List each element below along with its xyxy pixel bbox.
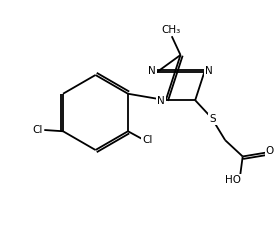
Text: CH₃: CH₃	[161, 25, 180, 35]
Text: Cl: Cl	[142, 135, 152, 145]
Text: O: O	[266, 146, 274, 156]
Text: N: N	[148, 66, 156, 76]
Text: S: S	[209, 114, 216, 124]
Text: HO: HO	[225, 175, 241, 185]
Text: Cl: Cl	[32, 125, 43, 135]
Text: N: N	[205, 66, 213, 76]
Text: N: N	[157, 97, 165, 106]
